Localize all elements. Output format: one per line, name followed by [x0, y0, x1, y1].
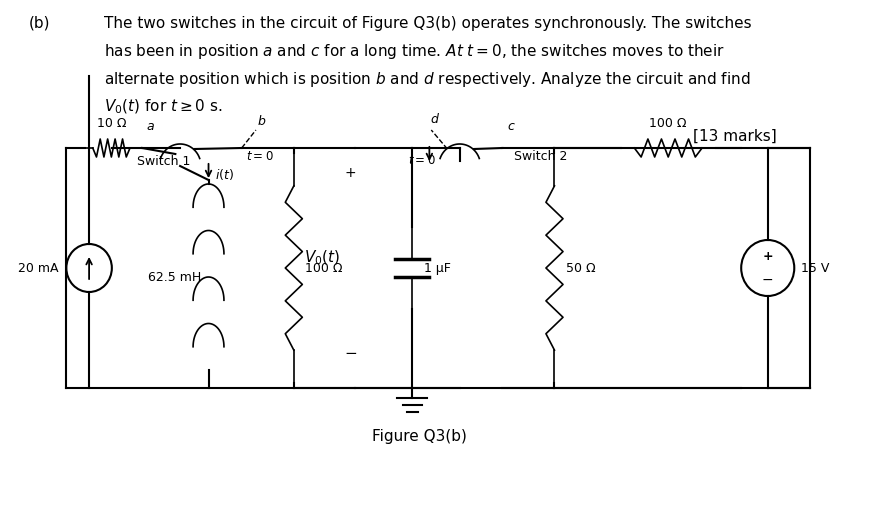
Text: −: − [345, 345, 357, 361]
Text: $t = 0$: $t = 0$ [408, 153, 435, 167]
Text: a: a [147, 120, 154, 133]
Text: $i(t)$: $i(t)$ [215, 167, 234, 181]
Text: c: c [507, 120, 514, 133]
Text: 15 V: 15 V [801, 262, 829, 274]
Text: $V_0(t)$ for $t \geq 0$ s.: $V_0(t)$ for $t \geq 0$ s. [105, 98, 223, 116]
Text: +: + [345, 166, 356, 180]
Text: (b): (b) [28, 16, 50, 30]
Text: 20 mA: 20 mA [19, 262, 58, 274]
Text: Switch 2: Switch 2 [514, 149, 567, 163]
Text: 100 Ω: 100 Ω [649, 117, 687, 130]
Text: alternate position which is position $\mathit{b}$ and $\mathit{d}$ respectively.: alternate position which is position $\m… [105, 70, 750, 88]
Text: Switch 1: Switch 1 [137, 154, 190, 168]
Text: 62.5 mH: 62.5 mH [148, 270, 201, 283]
Text: b: b [258, 115, 266, 128]
Text: has been in position $\mathit{a}$ and $\mathit{c}$ for a long time. $\mathit{At}: has been in position $\mathit{a}$ and $\… [105, 42, 725, 60]
Text: 1 μF: 1 μF [424, 262, 451, 274]
Text: Figure Q3(b): Figure Q3(b) [372, 429, 467, 443]
Text: 10 Ω: 10 Ω [97, 117, 126, 130]
Text: The two switches in the circuit of Figure Q3(b) operates synchronously. The swit: The two switches in the circuit of Figur… [105, 16, 752, 30]
Text: 100 Ω: 100 Ω [305, 262, 343, 274]
Text: −: − [762, 273, 773, 287]
Text: $t = 0$: $t = 0$ [246, 150, 274, 163]
Text: +: + [763, 250, 773, 263]
Text: d: d [431, 113, 438, 126]
Text: [13 marks]: [13 marks] [694, 129, 777, 143]
Text: 50 Ω: 50 Ω [566, 262, 595, 274]
Text: $V_0(t)$: $V_0(t)$ [304, 249, 340, 267]
